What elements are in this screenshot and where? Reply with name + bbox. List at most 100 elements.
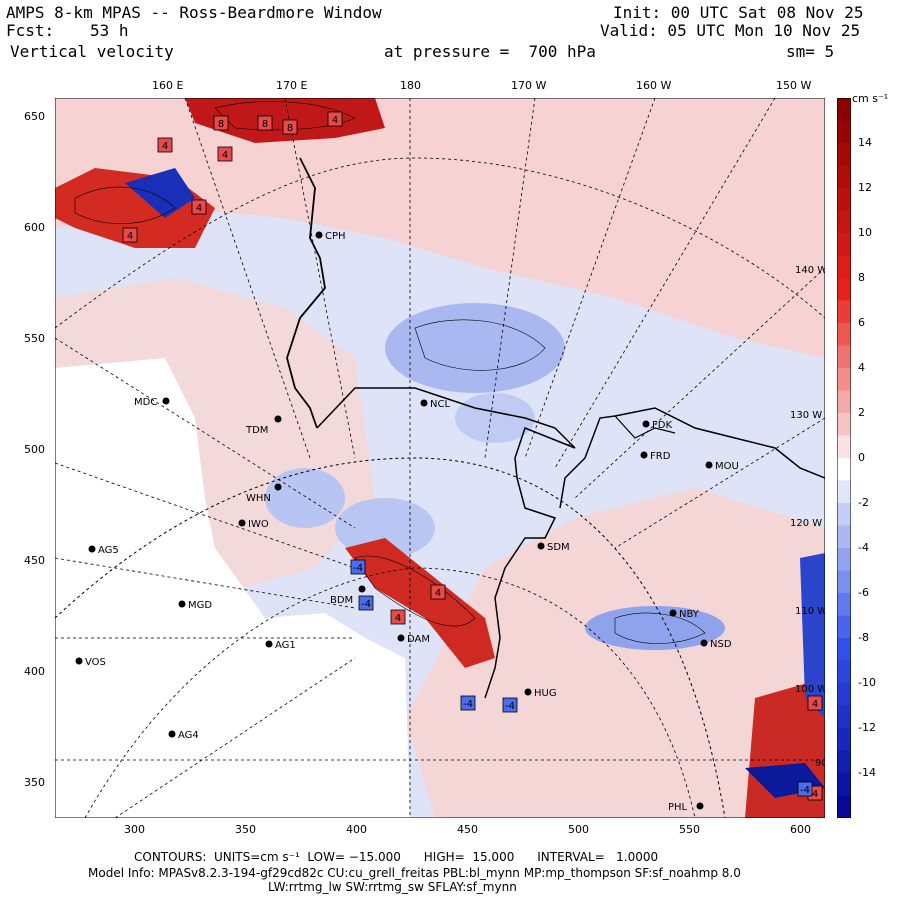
colorbar-tick-label: -2: [858, 496, 869, 509]
extremum-label: 8: [262, 119, 268, 130]
bottom-tick: 300: [124, 823, 145, 836]
bottom-tick: 450: [457, 823, 478, 836]
meridian-label: 100 W: [795, 684, 825, 695]
extremum-label: 4: [812, 789, 818, 800]
station-label: AG5: [98, 545, 119, 556]
colorbar-bin: [837, 593, 851, 616]
extremum-box: [327, 111, 343, 127]
top-tick: 180: [400, 79, 421, 92]
station-dot: [168, 730, 176, 738]
extremum-label: 4: [222, 150, 228, 161]
colorbar-tick-label: 12: [858, 181, 872, 194]
colorbar-bin: [837, 525, 851, 549]
colorbar-bin: [837, 143, 851, 166]
station-label: NBY: [679, 609, 700, 620]
left-tick: 600: [24, 221, 45, 234]
colorbar-bin: [837, 773, 851, 796]
colorbar-bin: [837, 300, 851, 324]
plot-title: AMPS 8-km MPAS -- Ross-Beardmore Window: [6, 3, 382, 22]
negative-region: [265, 468, 345, 528]
strong-negative-region: [125, 168, 195, 218]
colorbar-bin: [837, 795, 851, 818]
colorbar-bin: [837, 683, 851, 706]
field-name: Vertical velocity: [10, 42, 174, 61]
coastline: [559, 407, 825, 509]
left-tick: 350: [24, 776, 45, 789]
station-dot: [75, 657, 83, 665]
station-label: MOU: [715, 461, 739, 472]
left-tick: 550: [24, 332, 45, 345]
extremum-box: [350, 559, 366, 575]
colorbar-tick-label: -12: [858, 721, 876, 734]
colorbar-tick-label: 6: [858, 316, 865, 329]
colorbar-tick-label: 8: [858, 271, 865, 284]
station-dot: [420, 399, 428, 407]
extremum-label: 8: [287, 123, 293, 134]
colorbar-bin: [837, 480, 851, 504]
colorbar-bin: [837, 120, 851, 144]
colorbar-bin: [837, 188, 851, 211]
station-dot: [700, 639, 708, 647]
coastline: [614, 415, 676, 439]
no-data-region: [55, 358, 410, 818]
meridian: [574, 267, 825, 499]
colorbar-bin: [837, 390, 851, 414]
left-tick: 650: [24, 110, 45, 123]
strong-positive-region: [345, 538, 495, 668]
vertical-velocity-map: 140 W 130 W 120 W 110 W 100 W 90 W 8 8 4 8 4…: [55, 98, 825, 818]
top-tick: 150 W: [776, 79, 812, 92]
station-dot: [358, 585, 366, 593]
station-label: AG4: [178, 730, 199, 741]
station-dot: [696, 802, 704, 810]
colorbar-tick-label: -8: [858, 631, 869, 644]
model-info-2: LW:rrtmg_lw SW:rrtmg_sw SFLAY:sf_mynn: [268, 880, 517, 894]
extremum-label: -4: [361, 599, 371, 610]
station-label: NCL: [430, 399, 450, 410]
extremum-box: [213, 115, 229, 131]
extremum-box: [430, 584, 446, 600]
meridian-label: 140 W: [795, 265, 825, 276]
colorbar-tick-label: -4: [858, 541, 869, 554]
bottom-tick: 500: [568, 823, 589, 836]
top-tick: 170 E: [276, 79, 308, 92]
smoothing: sm= 5: [786, 42, 835, 61]
station-label: CPH: [325, 231, 346, 242]
meridian: [55, 462, 356, 569]
colorbar-bin: [837, 615, 851, 639]
model-info: Model Info: MPASv8.2.3-194-gf29cd82c CU:…: [88, 866, 741, 880]
station-dot: [640, 451, 648, 459]
meridian-label: 90 W: [815, 758, 825, 769]
extremum-box: [157, 137, 173, 153]
bottom-tick: 400: [346, 823, 367, 836]
extremum-label: 4: [332, 115, 338, 126]
station-dot: [705, 461, 713, 469]
meridian-label: 110 W: [795, 606, 825, 617]
station-label: AG1: [275, 640, 296, 651]
station-dot: [397, 634, 405, 642]
colorbar-bin: [837, 210, 851, 234]
colorbar-units: cm s⁻¹: [852, 92, 889, 105]
extremum-box: [502, 697, 518, 713]
latitude-circle: [55, 157, 825, 329]
top-tick: 160 E: [152, 79, 184, 92]
meridian-label: 130 W: [790, 410, 822, 421]
left-tick: 450: [24, 554, 45, 567]
colorbar-bin: [837, 570, 851, 594]
station-label: HUG: [534, 688, 557, 699]
colorbar-bin: [837, 255, 851, 279]
colorbar-bin: [837, 660, 851, 684]
station-dot: [162, 397, 170, 405]
extremum-box: [358, 595, 374, 611]
station-label: PHL: [668, 802, 688, 813]
meridian: [484, 98, 536, 459]
bottom-tick: 350: [235, 823, 256, 836]
meridian: [55, 337, 356, 529]
colorbar-bin: [837, 548, 851, 571]
negative-region: [385, 303, 565, 393]
latitude-circle: [84, 567, 696, 818]
colorbar-bin: [837, 705, 851, 729]
positive-region: [55, 98, 825, 358]
contour: [74, 186, 176, 224]
colorbar-bin: [837, 458, 851, 481]
